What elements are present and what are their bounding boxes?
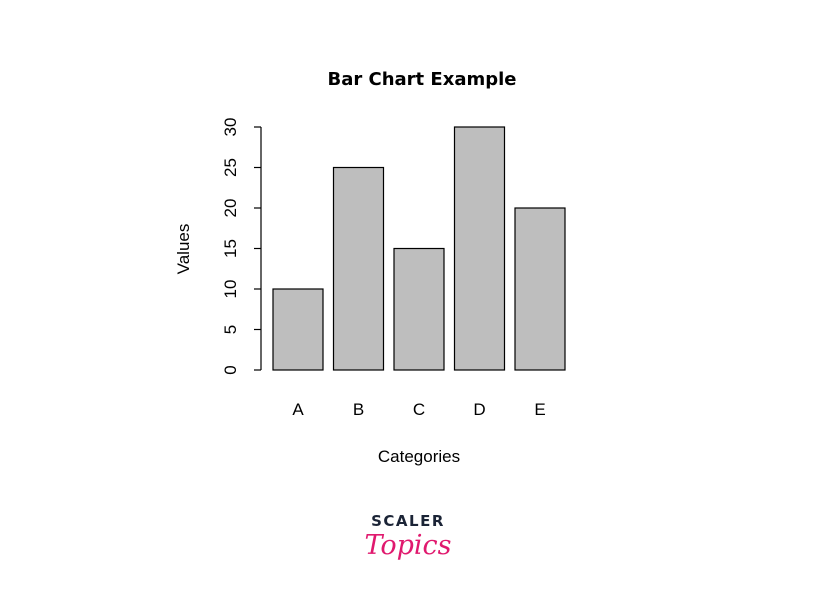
x-tick-label: A bbox=[292, 400, 304, 419]
y-tick-label: 25 bbox=[221, 158, 240, 177]
bar-d bbox=[453, 126, 506, 371]
bar-b bbox=[332, 166, 385, 371]
y-tick-label: 5 bbox=[221, 325, 240, 334]
y-axis-label: Values bbox=[174, 224, 193, 275]
scaler-topics-logo: SCALER Topics bbox=[364, 512, 451, 561]
y-tick-label: 20 bbox=[221, 199, 240, 218]
x-tick-label: E bbox=[534, 400, 545, 419]
bar-a bbox=[272, 288, 324, 371]
y-tick-label: 0 bbox=[221, 365, 240, 374]
y-axis: 0 5 10 15 20 25 30 bbox=[221, 118, 262, 375]
bar-c bbox=[393, 247, 445, 371]
chart-title: Bar Chart Example bbox=[328, 69, 517, 90]
y-tick-label: 30 bbox=[221, 118, 240, 137]
logo-bottom-text: Topics bbox=[364, 530, 451, 561]
x-tick-label: C bbox=[413, 400, 425, 419]
x-tick-label: D bbox=[473, 400, 485, 419]
y-tick-label: 10 bbox=[221, 280, 240, 299]
y-tick-label: 15 bbox=[221, 239, 240, 258]
logo-top-text: SCALER bbox=[371, 512, 445, 530]
x-tick-labels: A B C D E bbox=[292, 400, 545, 419]
x-axis-label: Categories bbox=[378, 447, 460, 466]
bar-e bbox=[514, 207, 566, 371]
x-tick-label: B bbox=[353, 400, 364, 419]
bars-group bbox=[272, 126, 566, 371]
